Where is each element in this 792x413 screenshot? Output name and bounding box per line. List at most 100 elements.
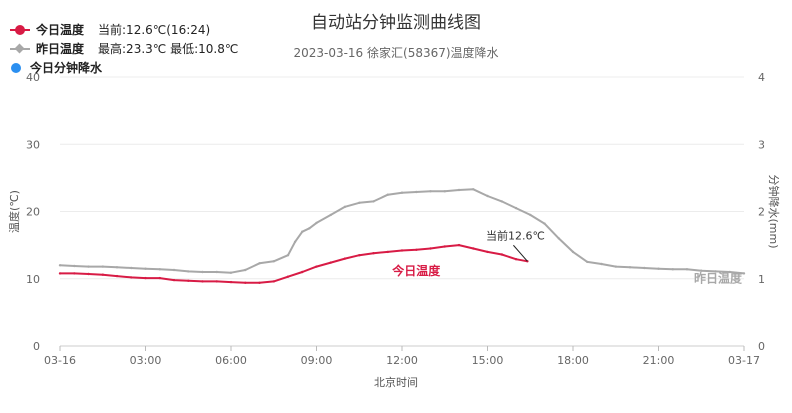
yesterday-series-label: 昨日温度 [694,270,743,285]
data-point-0 [543,222,546,225]
data-point-1 [415,248,418,251]
legend-precip-symbol [10,61,24,75]
legend-today-temp-label: 今日温度 [36,23,85,37]
legend-item-today-temp[interactable]: 今日温度 当前:12.6℃(16:24) [10,20,238,39]
data-point-1 [329,261,332,264]
x-tick-label: 12:00 [386,354,418,367]
data-point-0 [457,188,461,192]
data-point-0 [386,193,389,196]
y2-tick-label: 1 [758,273,765,286]
y2-tick-label: 3 [758,138,765,151]
data-point-1 [244,281,247,284]
legend: 今日温度 当前:12.6℃(16:24) 昨日温度 最高:23.3℃ 最低:10… [10,20,238,77]
today-series-label: 今日温度 [391,263,441,278]
x-tick-label: 15:00 [472,354,504,367]
data-point-0 [229,271,233,274]
data-point-0 [742,272,746,275]
data-point-0 [115,266,119,269]
data-point-0 [172,268,176,272]
data-point-0 [301,230,304,233]
y-tick-label: 20 [26,206,40,219]
data-point-1 [372,252,375,255]
data-point-0 [728,270,731,274]
data-point-1 [101,273,105,276]
legend-item-precip[interactable]: 今日分钟降水 [10,58,238,77]
data-point-0 [272,260,275,263]
data-point-0 [586,260,589,264]
y-tick-label: 40 [26,71,40,84]
data-point-0 [671,268,674,271]
data-point-1 [158,276,161,280]
data-point-1 [457,243,461,247]
x-tick-label: 18:00 [557,354,589,367]
y-tick-label: 0 [33,340,40,353]
legend-item-yesterday-temp[interactable]: 昨日温度 最高:23.3℃ 最低:10.8℃ [10,39,238,58]
x-tick-label: 06:00 [215,354,247,367]
data-point-1 [429,247,432,250]
data-point-1 [272,280,275,283]
data-point-0 [514,206,518,210]
y2-tick-label: 0 [758,340,765,353]
data-point-1 [73,272,76,275]
data-point-1 [400,249,404,252]
x-tick-label: 09:00 [301,354,333,367]
chart-title: 自动站分钟监测曲线图 [311,13,481,33]
data-point-1 [58,272,62,275]
data-point-0 [308,227,311,230]
data-point-1 [286,275,290,278]
data-point-1 [115,274,119,278]
data-point-0 [400,191,404,194]
data-point-0 [472,188,475,191]
data-point-0 [486,194,489,198]
data-point-1 [514,258,518,261]
data-point-0 [714,270,717,273]
x-tick-label: 03:00 [130,354,162,367]
data-point-0 [700,269,703,272]
data-point-0 [415,190,418,194]
data-point-0 [158,268,161,271]
data-point-0 [685,268,689,271]
data-point-0 [643,266,646,270]
data-point-0 [614,265,617,268]
data-point-1 [472,247,475,250]
x-tick-label: 21:00 [643,354,675,367]
data-point-0 [293,240,297,243]
data-point-1 [201,280,204,283]
x-axis-title: 北京时间 [374,375,418,389]
data-point-1 [215,280,218,283]
data-point-0 [130,266,133,270]
data-point-0 [329,213,332,217]
data-point-0 [429,190,432,193]
data-point-0 [557,237,560,240]
data-point-1 [172,278,176,282]
data-point-1 [315,265,318,268]
chart-subtitle: 2023-03-16 徐家汇(58367)温度降水 [293,46,499,60]
data-point-1 [87,272,90,276]
data-point-1 [358,254,361,257]
data-point-1 [500,253,503,256]
data-point-1 [187,279,190,282]
current-callout-label: 当前12.6℃ [486,228,545,242]
data-point-0 [443,190,446,193]
data-point-1 [443,245,446,248]
data-point-0 [58,264,62,267]
legend-precip-label: 今日分钟降水 [30,61,103,75]
data-point-1 [258,281,261,284]
data-point-1 [486,250,489,254]
data-point-0 [244,268,247,272]
legend-yesterday-temp-symbol [10,42,30,56]
data-point-0 [215,270,218,274]
y2-axis-title: 分钟降水(mm) [767,174,781,248]
data-point-0 [286,254,290,257]
x-tick-label: 03-16 [44,354,76,367]
data-point-0 [201,270,204,274]
data-point-0 [529,213,532,217]
data-point-0 [187,270,190,273]
data-point-0 [315,221,318,225]
data-point-1 [386,250,389,254]
series-line-0 [59,188,745,275]
data-point-0 [628,266,632,269]
data-point-1 [144,276,147,280]
data-point-0 [372,200,375,203]
